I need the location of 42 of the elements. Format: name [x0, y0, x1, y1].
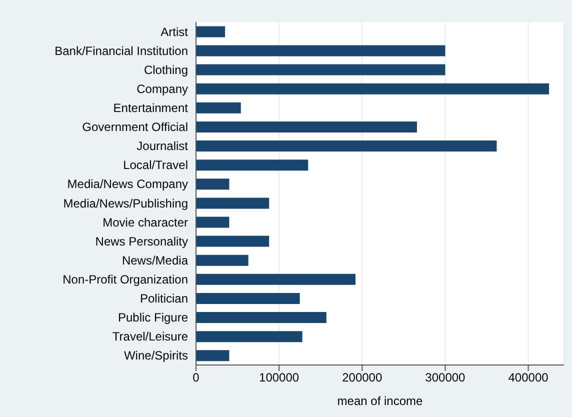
bar [196, 45, 446, 56]
x-tick-label: 400000 [508, 370, 549, 385]
bar [196, 140, 497, 152]
x-axis-title: mean of income [337, 394, 424, 408]
x-tick-label: 300000 [425, 370, 466, 385]
bar [196, 26, 226, 38]
y-tick-label: Entertainment [113, 101, 189, 116]
x-tick-label: 0 [192, 370, 200, 385]
bar [196, 198, 270, 209]
y-tick-label: Public Figure [118, 310, 188, 325]
y-tick-label: Company [136, 82, 188, 96]
y-tick-label: Clothing [144, 62, 188, 77]
bar [196, 216, 230, 228]
x-tick-label: 200000 [342, 370, 382, 385]
y-tick-label: Politician [140, 292, 188, 306]
y-tick-label: News/Media [122, 253, 188, 268]
y-tick-label: Bank/Financial Institution [54, 44, 188, 58]
bar [196, 312, 326, 324]
y-tick-label: Wine/Spirits [124, 348, 188, 363]
y-tick-label: Movie character [102, 215, 188, 230]
bar [196, 160, 308, 171]
x-tick-label: 100000 [259, 370, 300, 385]
bar [196, 236, 270, 247]
bar [196, 274, 356, 285]
bar [196, 178, 230, 190]
bar [196, 102, 241, 114]
y-tick-label: Government Official [82, 120, 188, 134]
y-tick-label: Travel/Leisure [112, 330, 188, 344]
bar [196, 331, 302, 342]
y-tick-label: Artist [160, 24, 189, 39]
y-tick-label: Non-Profit Organization [62, 272, 188, 287]
y-tick-label: Media/News/Publishing [63, 196, 188, 210]
bar [196, 350, 230, 362]
y-tick-label: Media/News Company [67, 177, 188, 192]
bar [196, 121, 417, 132]
bar [196, 64, 446, 76]
y-tick-label: Journalist [136, 139, 189, 154]
bar [196, 254, 248, 266]
bar [196, 292, 300, 304]
y-tick-label: Local/Travel [123, 158, 188, 172]
bar [196, 83, 550, 94]
y-tick-label: News Personality [95, 234, 188, 248]
